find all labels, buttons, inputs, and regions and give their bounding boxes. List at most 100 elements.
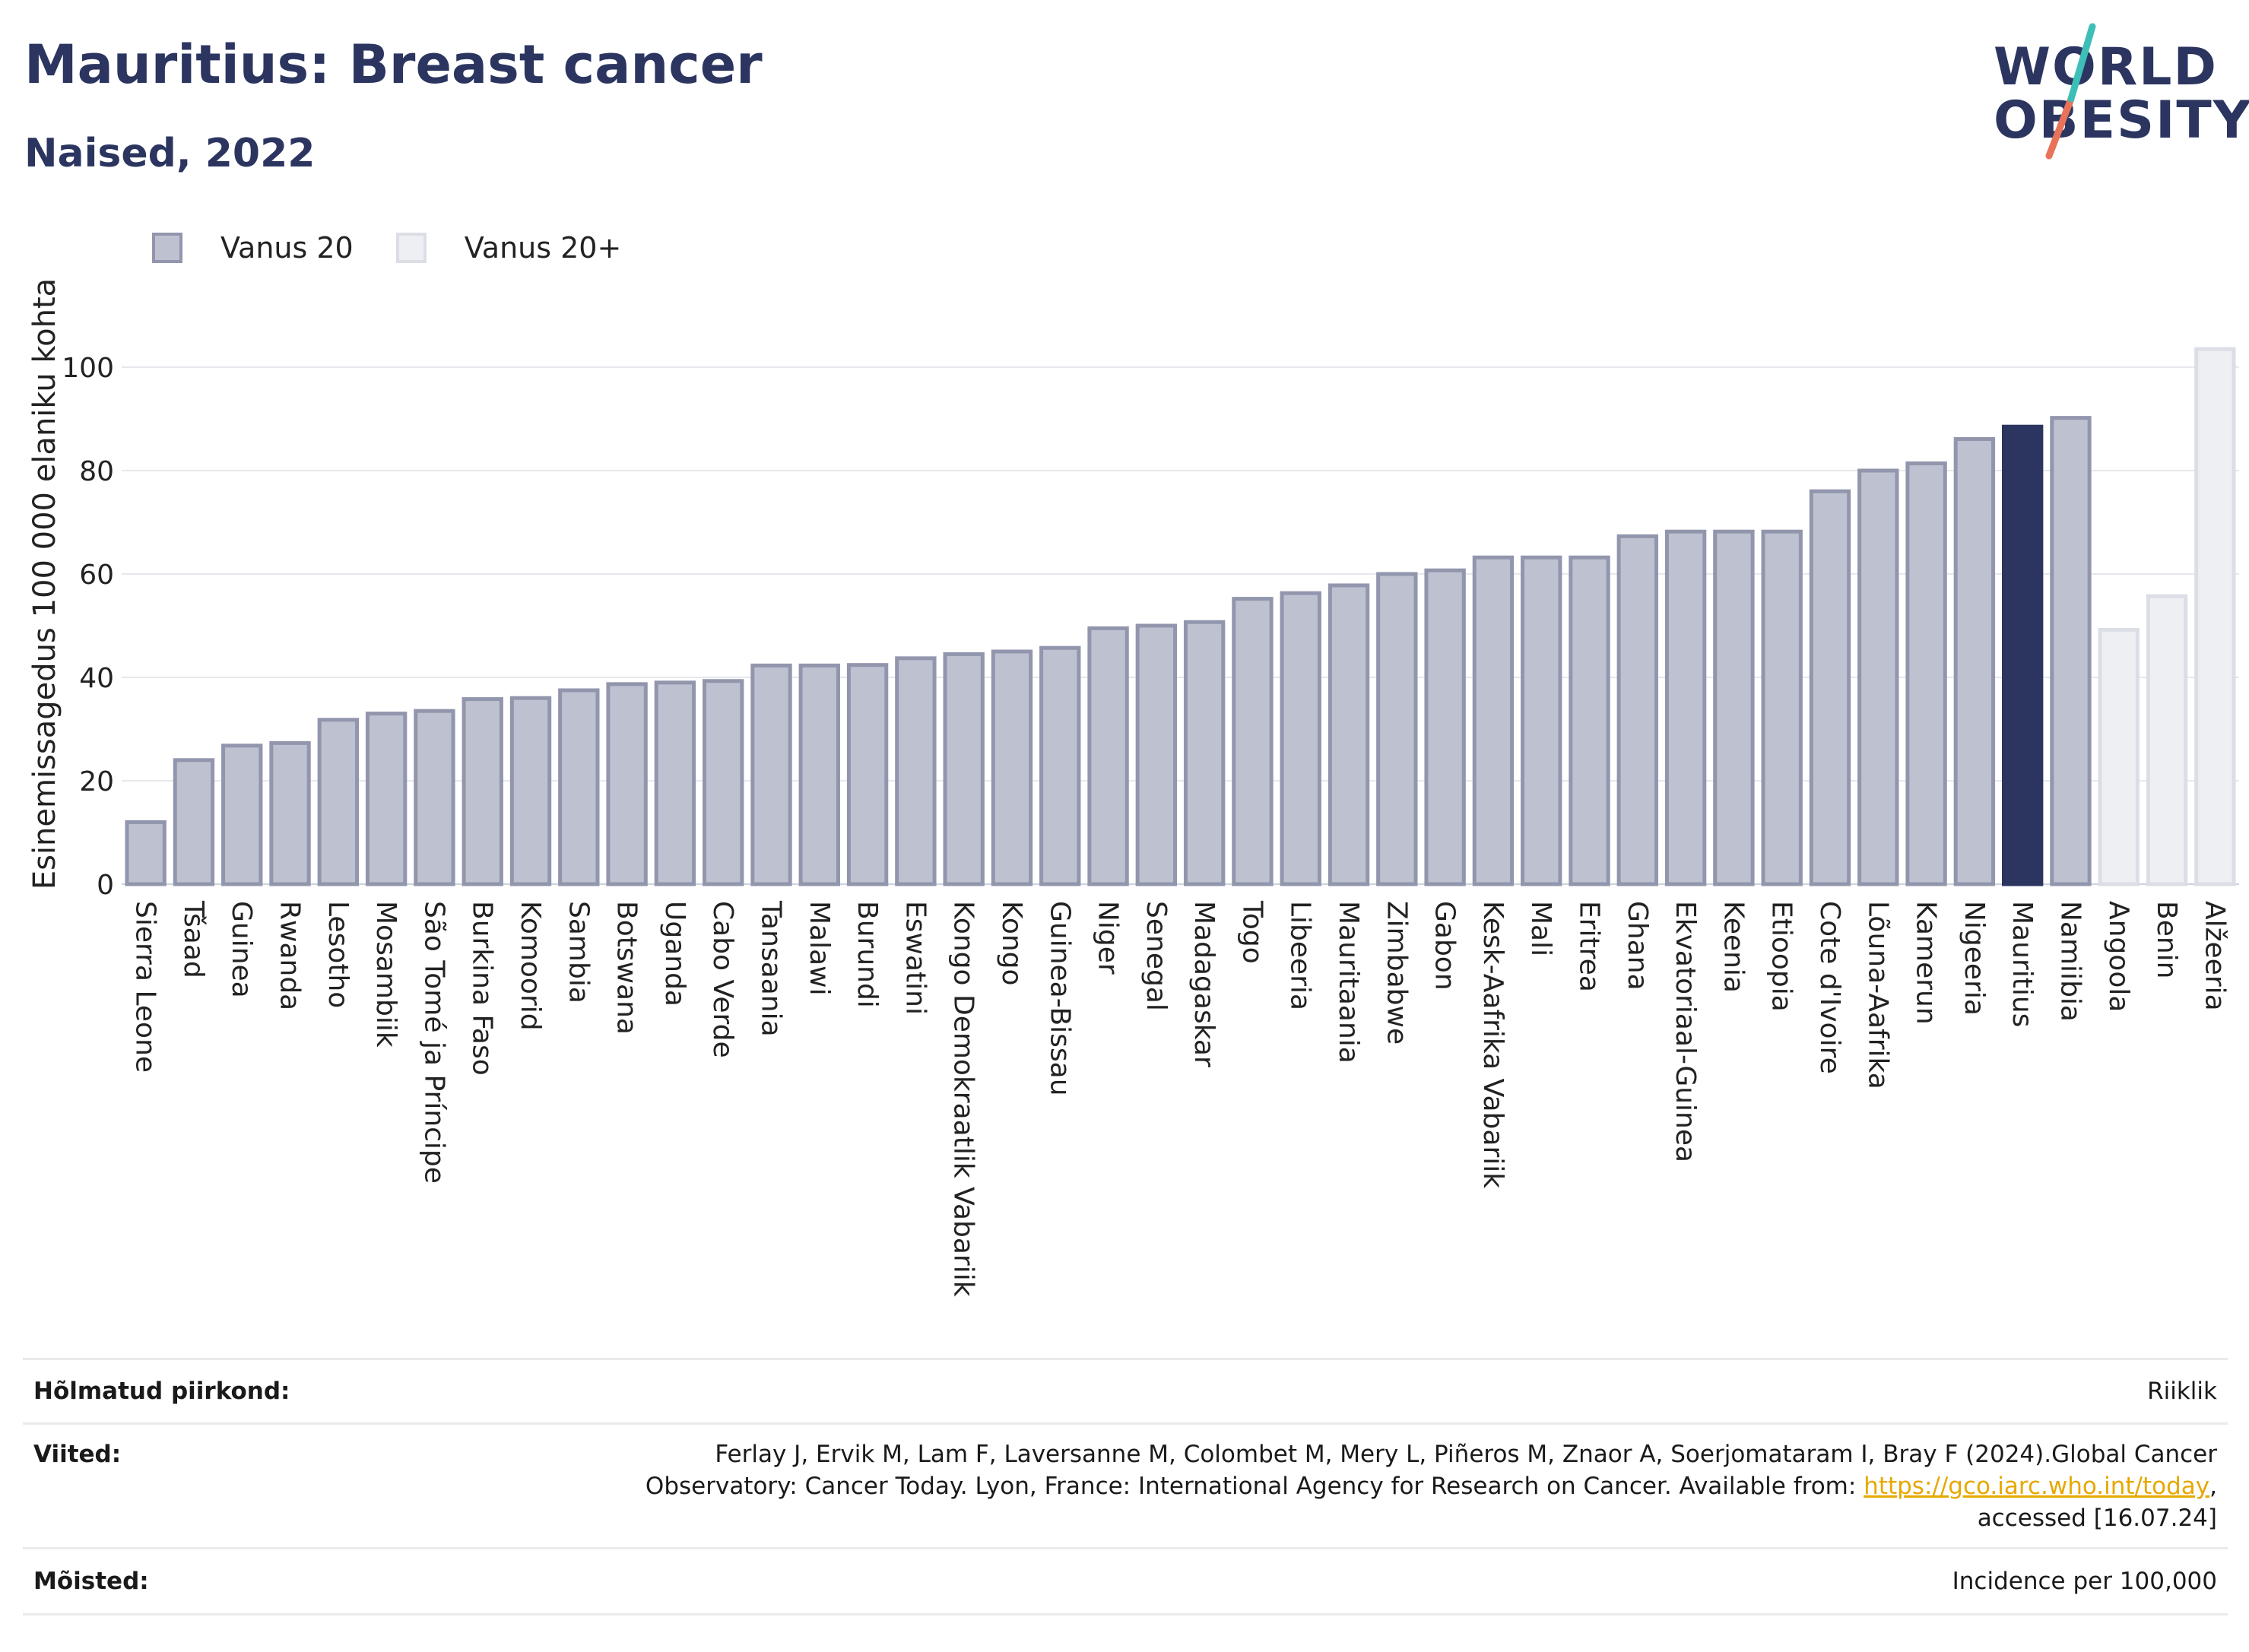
bar[interactable]: [1521, 555, 1562, 886]
bar[interactable]: [1761, 529, 1803, 886]
bar[interactable]: [798, 663, 840, 886]
logo-text-obesity: OBESITY: [1994, 90, 2249, 151]
reference-line-1: Ferlay J, Ervik M, Lam F, Laversanne M, …: [715, 1441, 2217, 1468]
legend-label-vanus-20-plus: Vanus 20+: [464, 231, 622, 265]
bar[interactable]: [462, 697, 503, 886]
bar[interactable]: [1616, 534, 1658, 886]
x-tick-label: Ekvatoriaal-Guinea: [1670, 901, 1701, 1162]
bar[interactable]: [1039, 645, 1081, 886]
y-axis-label: Esinemissagedus 100 000 elaniku kohta: [27, 278, 62, 889]
x-tick-label: Ghana: [1622, 901, 1653, 991]
bar[interactable]: [2001, 424, 2044, 886]
x-tick-label: Keenia: [1718, 901, 1749, 993]
bar[interactable]: [1953, 437, 1996, 886]
bar[interactable]: [558, 688, 600, 886]
bar[interactable]: [943, 652, 985, 886]
reference-line-2-text: Observatory: Cancer Today. Lyon, France:…: [645, 1473, 1864, 1500]
footer-value-references: Ferlay J, Ervik M, Lam F, Laversanne M, …: [646, 1438, 2228, 1547]
chart-title: Mauritius: Breast cancer: [24, 33, 763, 96]
footer-label-region: Hõlmatud piirkond:: [33, 1378, 290, 1405]
bar[interactable]: [1280, 591, 1321, 886]
reference-link[interactable]: https://gco.iarc.who.int/today: [1864, 1473, 2210, 1500]
bar[interactable]: [365, 712, 408, 886]
footer-row-region: Hõlmatud piirkond: Riiklik: [23, 1358, 2228, 1422]
bar[interactable]: [2146, 594, 2188, 886]
chart-footer: Hõlmatud piirkond: Riiklik Viited: Ferla…: [23, 1358, 2228, 1616]
x-tick-label: Etioopia: [1766, 901, 1797, 1012]
bar[interactable]: [1087, 626, 1129, 886]
bar[interactable]: [1183, 620, 1226, 886]
x-tick-label: Tansaania: [755, 900, 786, 1037]
bar[interactable]: [1376, 572, 1418, 886]
x-tick-label: Guinea: [226, 901, 257, 998]
reference-line-3: accessed [16.07.24]: [1977, 1505, 2217, 1532]
legend-item-vanus-20-plus[interactable]: Vanus 20+: [395, 231, 622, 265]
x-tick-label: Komoorid: [515, 901, 546, 1031]
x-tick-label: Uganda: [659, 901, 690, 1007]
bar[interactable]: [173, 758, 215, 886]
x-tick-label: Malawi: [804, 901, 835, 996]
bar[interactable]: [991, 649, 1033, 886]
bar[interactable]: [1135, 623, 1178, 886]
bar[interactable]: [2098, 627, 2140, 886]
bar[interactable]: [1857, 468, 1899, 886]
x-tick-label: Libeeria: [1285, 901, 1316, 1010]
x-tick-label: Niger: [1093, 901, 1124, 975]
legend-item-vanus-20[interactable]: Vanus 20: [152, 231, 354, 265]
y-tick-label: 60: [79, 560, 114, 591]
x-tick-label: Mosambiik: [370, 901, 401, 1048]
bar[interactable]: [703, 679, 744, 886]
reference-line-2: Observatory: Cancer Today. Lyon, France:…: [646, 1470, 2217, 1502]
bar[interactable]: [317, 718, 360, 886]
bar[interactable]: [1424, 568, 1466, 886]
bar[interactable]: [509, 696, 552, 886]
bar[interactable]: [846, 663, 889, 886]
legend-swatch-vanus-20: [152, 233, 182, 263]
footer-label-definitions: Mõisted:: [33, 1568, 149, 1595]
x-tick-label: Angoola: [2103, 901, 2134, 1012]
bar[interactable]: [1905, 461, 1947, 886]
x-tick-label: Alžeeria: [2199, 901, 2230, 1011]
bar[interactable]: [221, 744, 263, 886]
x-tick-label: Nigeeria: [1959, 901, 1990, 1016]
reference-link-suffix: ,: [2209, 1473, 2217, 1500]
footer-value-definitions: Incidence per 100,000: [1952, 1568, 2217, 1595]
footer-label-references: Viited:: [33, 1441, 122, 1468]
x-tick-label: Botswana: [611, 901, 642, 1035]
bar[interactable]: [125, 820, 167, 886]
chart-subtitle: Naised, 2022: [24, 131, 316, 176]
bar[interactable]: [1232, 597, 1274, 886]
world-obesity-logo: WORLD OBESITY: [1977, 23, 2249, 160]
bar[interactable]: [1809, 489, 1851, 886]
bar[interactable]: [1713, 529, 1755, 886]
x-tick-label: Zimbabwe: [1381, 901, 1412, 1045]
x-tick-label: Madagaskar: [1188, 901, 1220, 1067]
bar[interactable]: [1328, 583, 1370, 886]
bar[interactable]: [2050, 416, 2092, 886]
bar[interactable]: [269, 740, 311, 886]
bar[interactable]: [2194, 347, 2236, 886]
x-tick-label: Mauritaania: [1333, 901, 1364, 1064]
bar[interactable]: [750, 663, 792, 886]
bar[interactable]: [414, 709, 455, 886]
bar[interactable]: [1664, 529, 1707, 886]
legend-label-vanus-20: Vanus 20: [220, 231, 354, 265]
x-tick-label: Benin: [2151, 901, 2182, 978]
logo-text-world: WORLD: [1994, 37, 2218, 97]
y-tick-label: 100: [62, 353, 114, 384]
x-tick-label: Kesk-Aafrika Vabariik: [1477, 901, 1508, 1188]
footer-value-region: Riiklik: [2147, 1378, 2217, 1405]
x-tick-label: Burundi: [852, 901, 883, 1008]
x-tick-label: Mauritius: [2006, 901, 2038, 1027]
footer-row-definitions: Mõisted: Incidence per 100,000: [23, 1547, 2228, 1616]
x-tick-label: Kongo Demokraatlik Vabariik: [948, 901, 979, 1297]
x-tick-label: Eswatini: [899, 901, 931, 1015]
bar[interactable]: [1472, 555, 1515, 886]
bar[interactable]: [654, 680, 696, 886]
bar[interactable]: [606, 682, 648, 886]
x-tick-label: Lesotho: [322, 901, 354, 1008]
x-tick-label: Sambia: [563, 901, 594, 1004]
x-tick-label: Senegal: [1140, 901, 1172, 1011]
bar[interactable]: [1569, 555, 1610, 886]
bar[interactable]: [895, 656, 937, 886]
